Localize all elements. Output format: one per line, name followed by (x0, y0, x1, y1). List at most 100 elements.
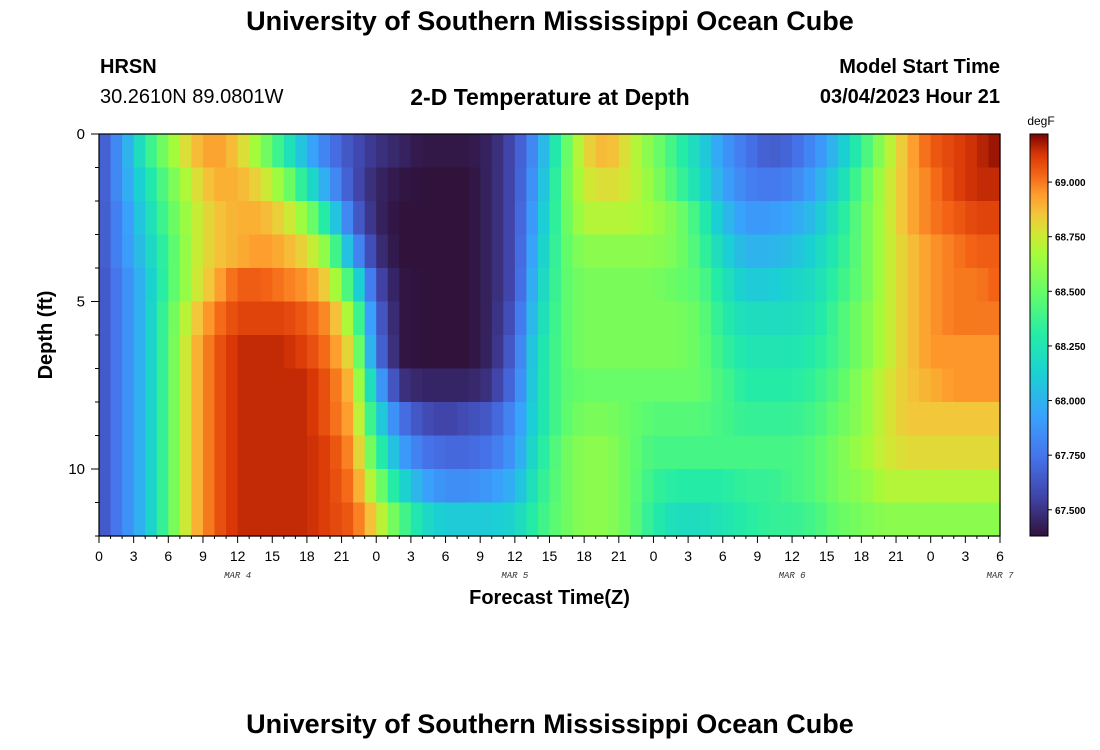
heatmap-cell (872, 167, 886, 202)
heatmap-cell (145, 368, 158, 403)
heatmap-cell (919, 502, 932, 537)
heatmap-cell (237, 301, 250, 336)
heatmap-cell (584, 335, 597, 370)
heatmap-cell (110, 268, 123, 303)
heatmap-cell (168, 201, 181, 236)
heatmap-cell (884, 402, 897, 437)
heatmap-cell (433, 502, 447, 537)
heatmap-cell (226, 402, 239, 437)
heatmap-cell (896, 234, 909, 269)
heatmap-cell (503, 469, 516, 504)
heatmap-cell (249, 234, 262, 269)
heatmap-cell (341, 368, 354, 403)
heatmap-cell (410, 402, 424, 437)
colorbar-tick-label: 67.750 (1055, 451, 1086, 462)
heatmap-cell (815, 301, 828, 336)
heatmap-cell (491, 402, 504, 437)
heatmap-cell (226, 201, 239, 236)
heatmap-cell (930, 201, 943, 236)
heatmap-cell (260, 201, 273, 236)
heatmap-cell (122, 234, 135, 269)
heatmap-cell (872, 335, 886, 370)
heatmap-cell (665, 402, 678, 437)
heatmap-cell (838, 435, 851, 470)
heatmap-cell (988, 301, 1001, 336)
heatmap-cell (711, 368, 724, 403)
heatmap-cell (745, 335, 759, 370)
heatmap-cell (376, 368, 389, 403)
heatmap-cell (780, 402, 793, 437)
heatmap-cell (306, 167, 320, 202)
heatmap-cell (734, 301, 747, 336)
heatmap-cell (156, 301, 169, 336)
heatmap-cell (99, 368, 112, 403)
heatmap-cell (295, 234, 308, 269)
heatmap-cell (665, 201, 678, 236)
heatmap-cell (330, 234, 343, 269)
heatmap-cell (341, 301, 354, 336)
heatmap-cell (433, 402, 447, 437)
heatmap-cell (156, 234, 169, 269)
heatmap-cell (676, 234, 689, 269)
heatmap-cell (919, 402, 932, 437)
heatmap-cell (757, 134, 770, 169)
heatmap-cell (364, 368, 377, 403)
heatmap-cell (584, 435, 597, 470)
heatmap-cell (260, 502, 273, 537)
y-tick-label: 5 (77, 294, 85, 311)
heatmap-cell (318, 268, 331, 303)
heatmap-cell (168, 502, 181, 537)
heatmap-cell (99, 402, 112, 437)
heatmap-cell (641, 402, 655, 437)
day-label: MAR 4 (224, 571, 251, 581)
heatmap-cell (457, 301, 470, 336)
heatmap-cell (919, 167, 932, 202)
heatmap-cell (815, 201, 828, 236)
heatmap-cell (930, 234, 943, 269)
heatmap-cell (676, 335, 689, 370)
heatmap-cell (861, 201, 874, 236)
heatmap-cell (815, 469, 828, 504)
heatmap-cell (306, 234, 320, 269)
heatmap-cell (849, 469, 862, 504)
heatmap-cell (353, 234, 366, 269)
heatmap-cell (780, 368, 793, 403)
heatmap-cell (353, 134, 366, 169)
heatmap-cell (826, 469, 839, 504)
heatmap-cell (838, 301, 851, 336)
heatmap-cell (896, 502, 909, 537)
heatmap-cell (399, 335, 412, 370)
heatmap-cell (561, 134, 574, 169)
heatmap-cell (110, 402, 123, 437)
heatmap-cell (618, 167, 631, 202)
heatmap-cell (214, 469, 227, 504)
heatmap-cell (803, 134, 816, 169)
heatmap-cell (815, 234, 828, 269)
heatmap-cell (884, 268, 897, 303)
heatmap-cell (457, 234, 470, 269)
heatmap-cell (202, 134, 216, 169)
heatmap-cell (884, 167, 897, 202)
heatmap-cell (526, 335, 539, 370)
heatmap-cell (815, 368, 828, 403)
x-tick-label: 3 (407, 548, 415, 564)
heatmap-cell (976, 301, 990, 336)
heatmap-cell (618, 268, 631, 303)
heatmap-cell (480, 167, 493, 202)
heatmap-cell (768, 502, 782, 537)
heatmap-cell (965, 167, 978, 202)
heatmap-cell (803, 201, 816, 236)
heatmap-cell (884, 502, 897, 537)
heatmap-cell (445, 368, 458, 403)
heatmap-cell (734, 402, 747, 437)
heatmap-cell (942, 402, 955, 437)
heatmap-cell (503, 368, 516, 403)
heatmap-cell (942, 167, 955, 202)
heatmap-cell (260, 167, 273, 202)
heatmap-cell (387, 502, 400, 537)
heatmap-cell (699, 402, 712, 437)
heatmap-cell (410, 201, 424, 236)
heatmap-cell (537, 435, 551, 470)
heatmap-cell (907, 502, 920, 537)
heatmap-cell (306, 268, 320, 303)
